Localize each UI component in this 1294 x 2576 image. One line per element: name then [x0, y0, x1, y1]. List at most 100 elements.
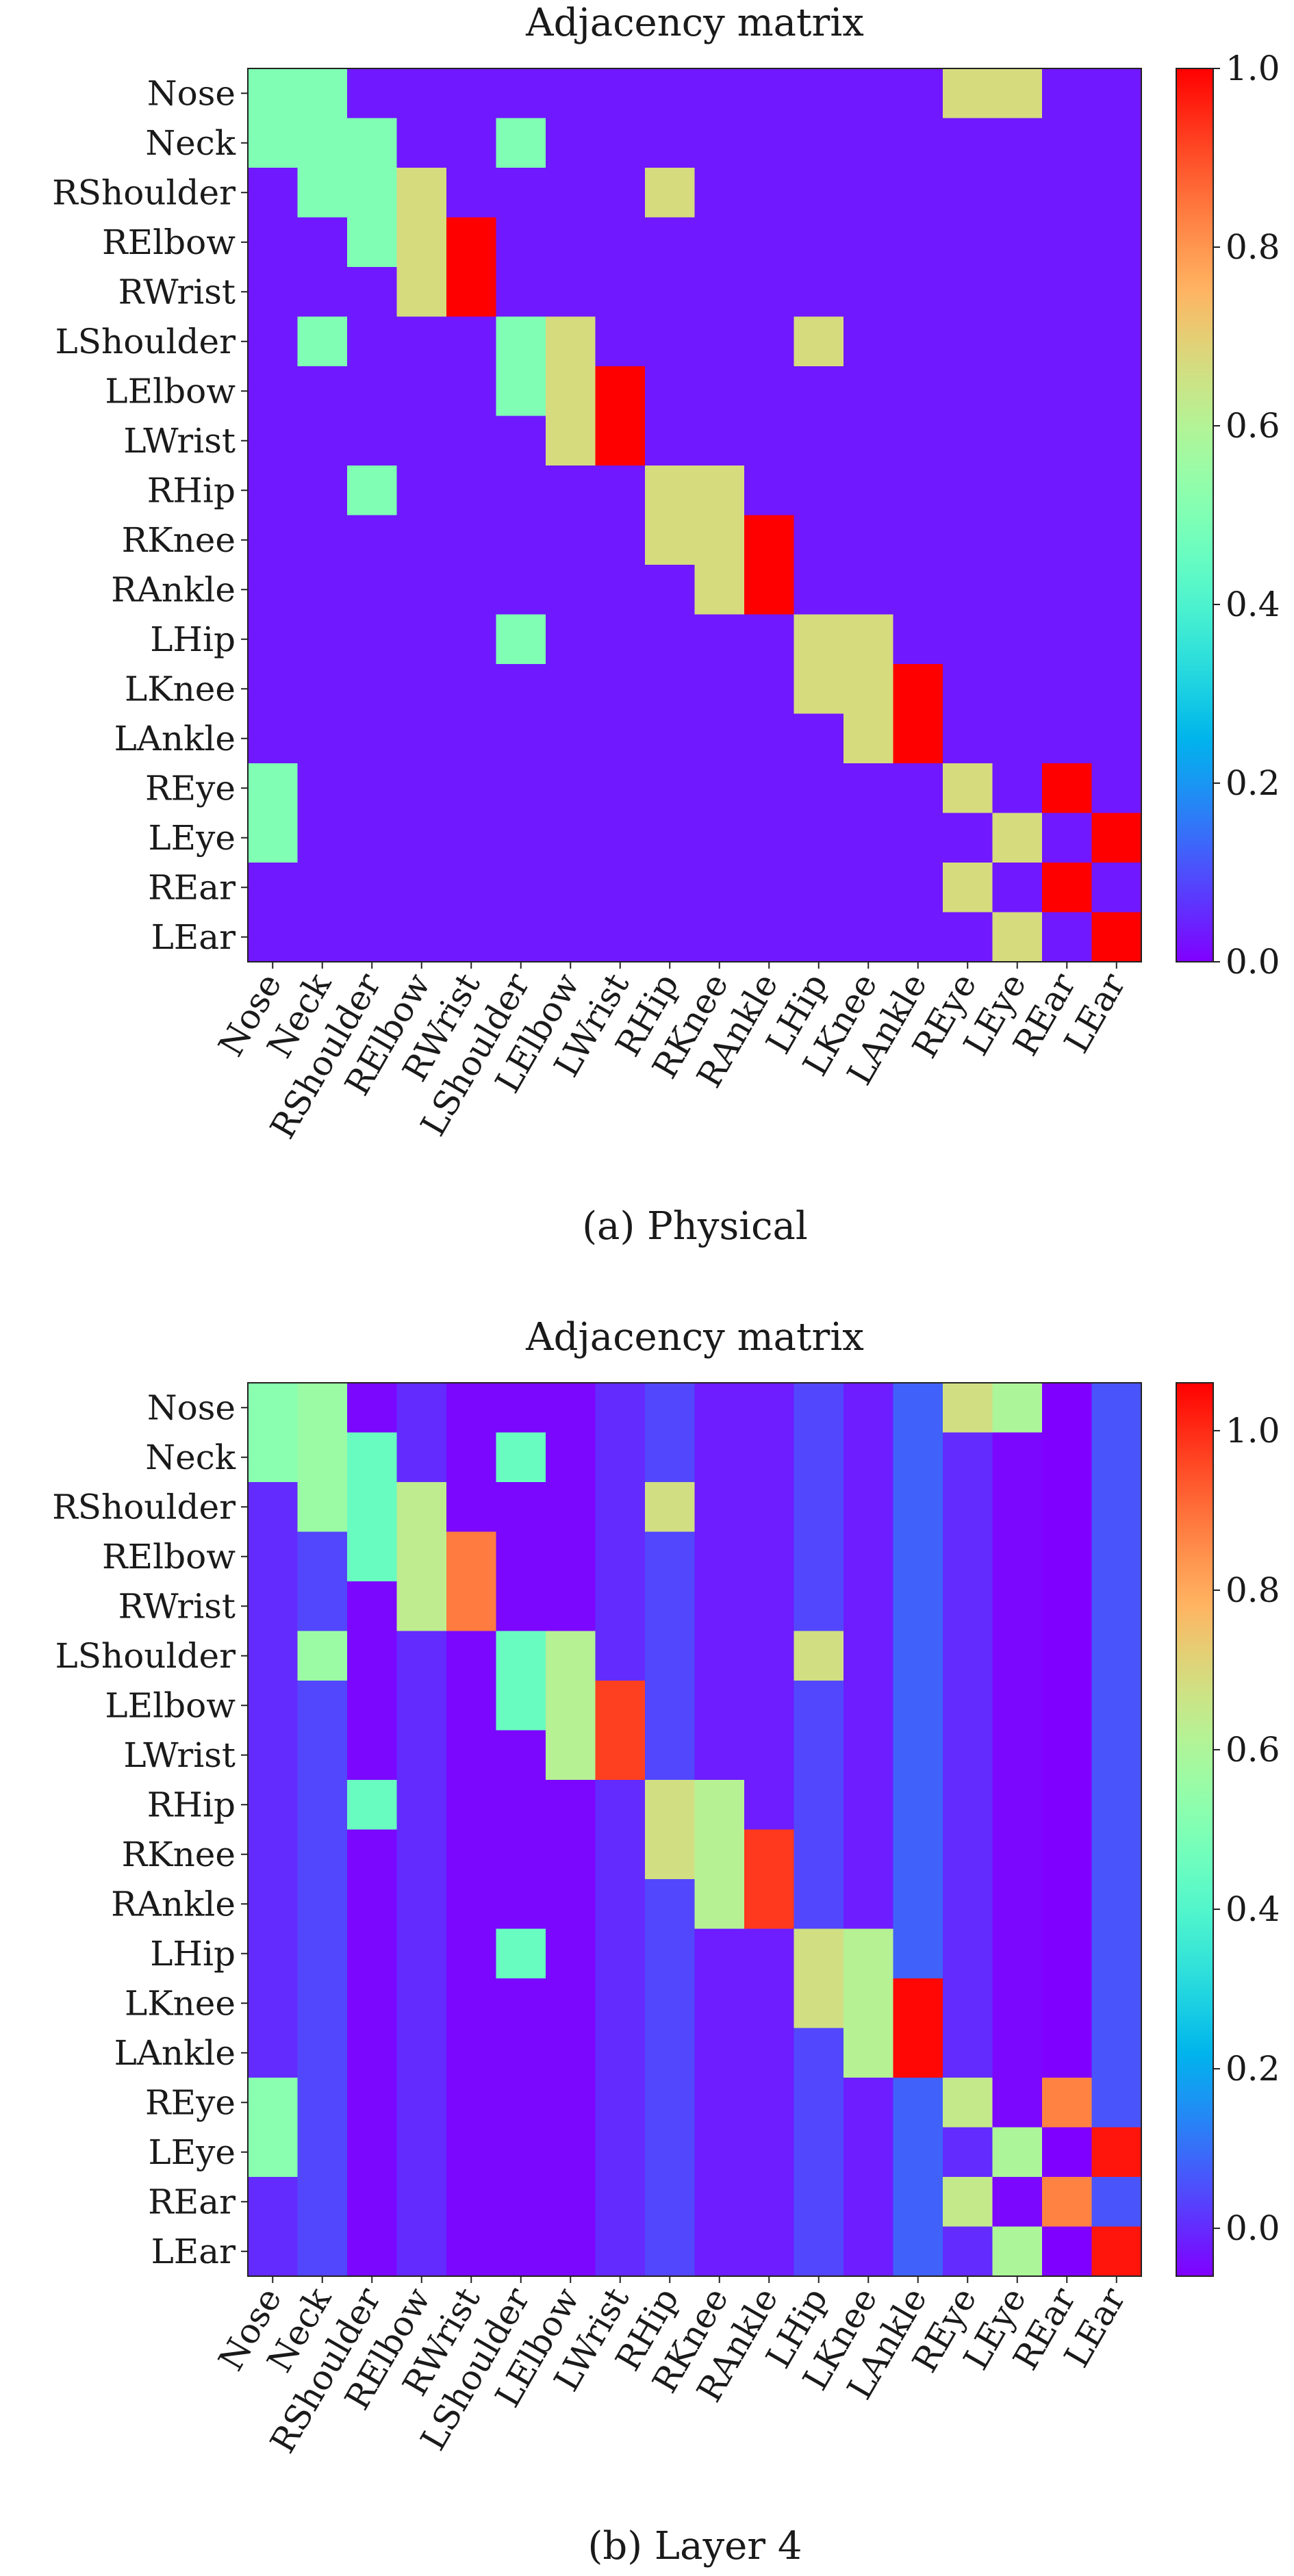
heatmap-cell [396, 614, 447, 665]
heatmap-cell [347, 118, 398, 168]
heatmap-cell [1091, 1730, 1142, 1781]
heatmap-cell [347, 912, 398, 962]
heatmap-cell [297, 68, 348, 119]
heatmap-cell [396, 1531, 447, 1582]
heatmap-cell [396, 763, 447, 814]
colorbar-gradient [1176, 1382, 1214, 2277]
heatmap-cell [992, 2078, 1043, 2128]
heatmap-cell [347, 863, 398, 913]
y-tick-label: Nose [147, 73, 236, 113]
heatmap-cell [694, 2127, 745, 2178]
heatmap-cell [744, 1681, 795, 1731]
heatmap-cell [297, 1928, 348, 1979]
heatmap-cell [943, 763, 993, 814]
heatmap-cell [943, 1928, 993, 1979]
heatmap-cell [694, 2226, 745, 2277]
heatmap-cell [396, 1829, 447, 1880]
heatmap-cell [1042, 1383, 1093, 1433]
y-tick-label: Neck [145, 123, 236, 163]
heatmap-cell [645, 2028, 696, 2078]
heatmap-cell [248, 316, 299, 367]
heatmap-cell [1091, 614, 1142, 665]
heatmap-cell [546, 713, 596, 764]
heatmap-cell [248, 68, 299, 119]
heatmap-cell [893, 2028, 943, 2078]
heatmap-cell [1042, 366, 1093, 417]
heatmap-cell [943, 68, 993, 119]
heatmap-cell [943, 1978, 993, 2029]
heatmap-cell [546, 1978, 596, 2029]
heatmap-cell [1091, 168, 1142, 218]
heatmap-cell [595, 1631, 646, 1681]
heatmap-cell [992, 763, 1043, 814]
heatmap-cell [943, 2078, 993, 2128]
heatmap-cell [744, 1978, 795, 2029]
heatmap-cell [893, 466, 943, 516]
heatmap-cell [943, 2226, 993, 2277]
heatmap-cell [546, 1581, 596, 1632]
heatmap-cell [297, 2127, 348, 2178]
heatmap-cell [446, 863, 497, 913]
heatmap-cell [1091, 2177, 1142, 2228]
heatmap-cell [595, 1581, 646, 1632]
heatmap-cell [992, 1928, 1043, 1979]
heatmap-cell [794, 1531, 844, 1582]
heatmap-cell [645, 763, 696, 814]
heatmap-cell [794, 515, 844, 565]
heatmap-cell [1091, 1978, 1142, 2029]
heatmap-cell [396, 118, 447, 168]
heatmap-cell [744, 2127, 795, 2178]
heatmap-cell [992, 515, 1043, 565]
heatmap-cell [446, 2028, 497, 2078]
heatmap-cell [893, 416, 943, 466]
heatmap-cell [694, 912, 745, 962]
heatmap-cell [943, 1681, 993, 1731]
heatmap-cell [297, 565, 348, 615]
heatmap-cell [595, 1681, 646, 1731]
heatmap-cell [546, 366, 596, 417]
heatmap-cell [1091, 1829, 1142, 1880]
colorbar-tick-label: 0.6 [1226, 1730, 1280, 1770]
heatmap-cell [248, 2226, 299, 2277]
heatmap-cell [992, 863, 1043, 913]
y-tick-labels: Nose Neck RShoulder RElbow RWrist LShoulder LE… [52, 1388, 248, 2271]
heatmap-cell [645, 2078, 696, 2128]
heatmap-cell [396, 2078, 447, 2128]
heatmap-cell [347, 515, 398, 565]
heatmap-cell [794, 1383, 844, 1433]
heatmap-cell [297, 912, 348, 962]
heatmap-cell [893, 763, 943, 814]
heatmap-cell [694, 1829, 745, 1880]
heatmap-cell [843, 2177, 894, 2228]
heatmap-cell [248, 515, 299, 565]
heatmap-cell [992, 217, 1043, 268]
heatmap-cell [297, 2177, 348, 2228]
heatmap-cell [496, 217, 546, 268]
heatmap-cell [347, 2127, 398, 2178]
heatmap-cell [446, 912, 497, 962]
heatmap-cell [843, 168, 894, 218]
heatmap-cell [297, 1879, 348, 1930]
heatmap-cell [546, 1928, 596, 1979]
heatmap-cell [396, 1631, 447, 1681]
heatmap-cell [347, 366, 398, 417]
heatmap-cell [645, 614, 696, 665]
heatmap-cell [744, 664, 795, 715]
heatmap-cell [744, 466, 795, 516]
heatmap-cell [1091, 1482, 1142, 1533]
heatmap-cell [546, 1879, 596, 1930]
colorbar: 0.0 0.2 0.4 0.6 0.8 1.0 [1176, 49, 1280, 982]
heatmap-cell [396, 217, 447, 268]
heatmap-cell [1091, 68, 1142, 119]
heatmap-cell [347, 466, 398, 516]
heatmap-cell [1091, 267, 1142, 318]
heatmap-cell [595, 1531, 646, 1582]
heatmap-cell [645, 1631, 696, 1681]
heatmap-cell [297, 1631, 348, 1681]
heatmap-cell [446, 68, 497, 119]
heatmap-cell [496, 515, 546, 565]
heatmap-cell [843, 1432, 894, 1483]
y-tick-labels: Nose Neck RShoulder RElbow RWrist LShoulder LE… [52, 73, 248, 957]
heatmap-cell [843, 1978, 894, 2029]
heatmap-cell [843, 466, 894, 516]
